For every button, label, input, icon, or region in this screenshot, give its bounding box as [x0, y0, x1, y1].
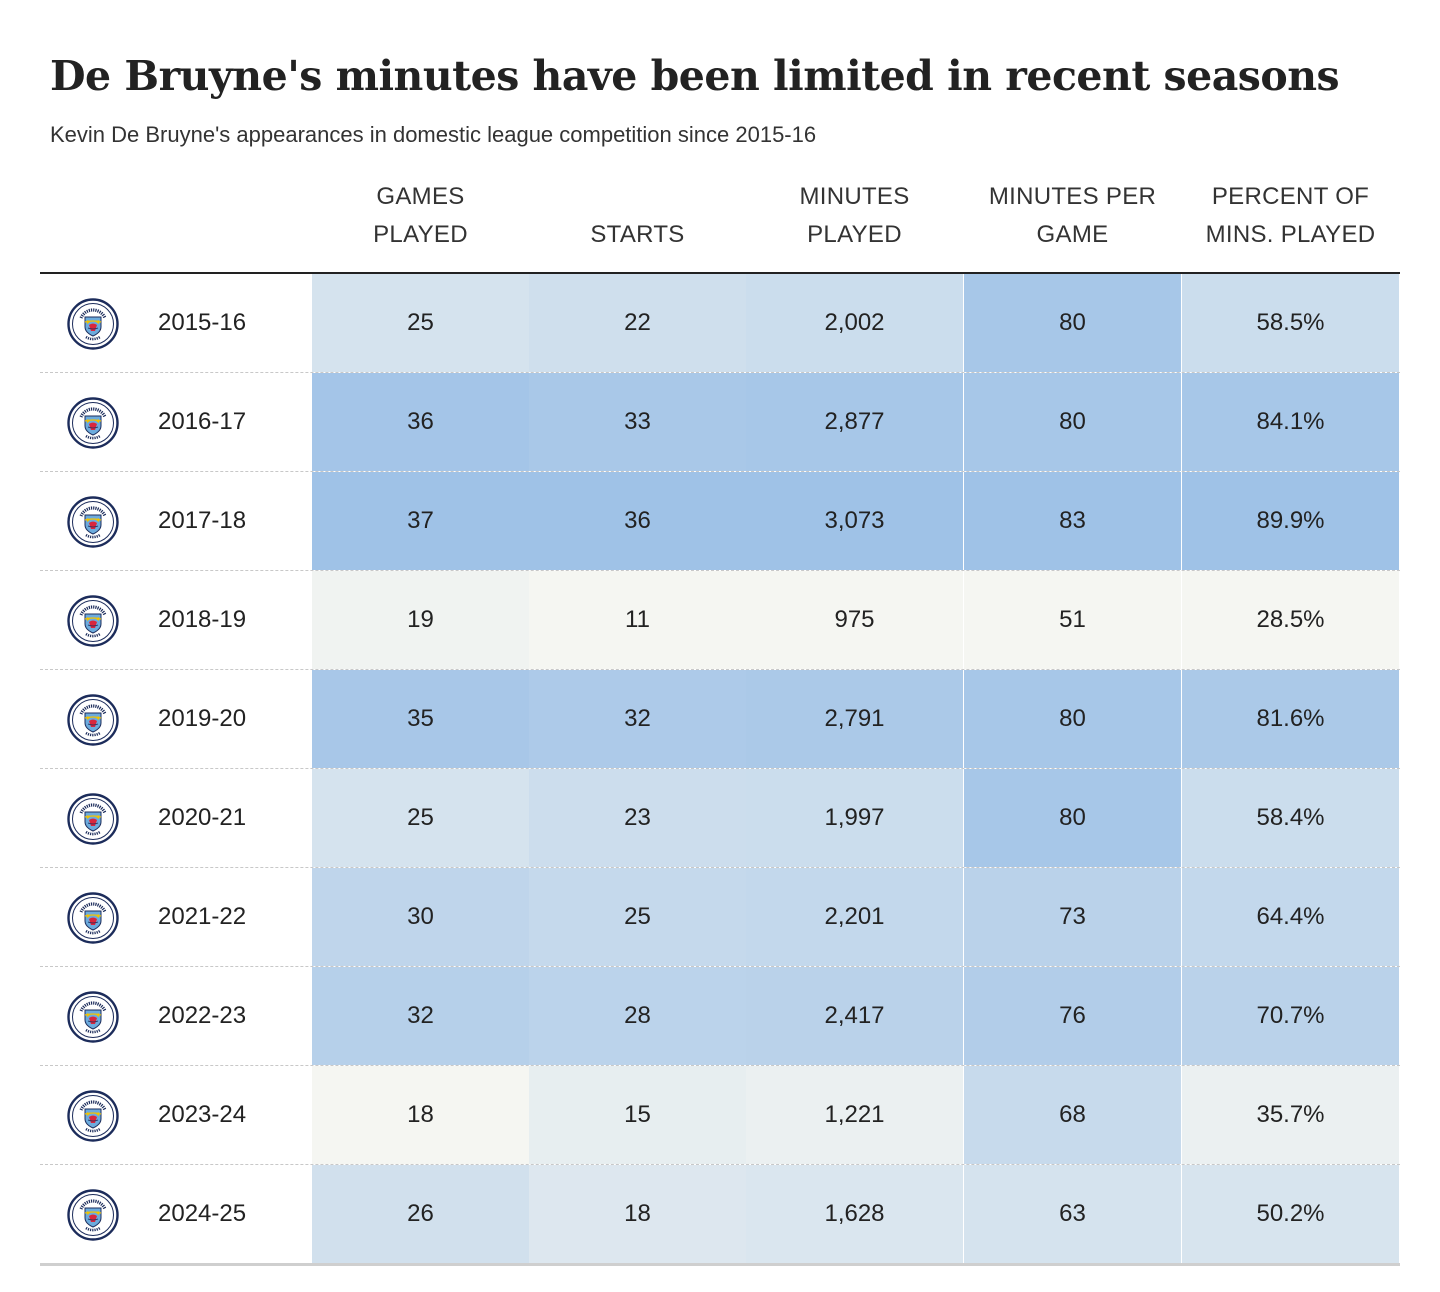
cell-minutes: 1,221 — [746, 1066, 963, 1164]
cell-starts: 32 — [529, 670, 746, 768]
cell-games: 25 — [312, 274, 529, 372]
column-header-label: MINS. PLAYED — [1205, 221, 1376, 248]
column-header-games: GAMES PLAYED — [312, 176, 529, 272]
column-header-label: GAME — [1036, 221, 1109, 248]
table-row: 2024-25 26 18 1,628 63 50.2% — [40, 1164, 1400, 1263]
cell-pct: 35.7% — [1182, 1066, 1399, 1164]
season-label: 2022-23 — [158, 1002, 247, 1029]
column-header-label: PERCENT OF — [1211, 183, 1370, 210]
column-header-label: MINUTES — [799, 183, 910, 210]
table-row: 2018-19 19 11 975 51 28.5% — [40, 570, 1400, 669]
season-label: 2017-18 — [158, 507, 247, 534]
cell-pct: 84.1% — [1182, 373, 1399, 471]
cell-starts: 36 — [529, 472, 746, 570]
table-row: 2021-22 30 25 2,201 73 64.4% — [40, 867, 1400, 966]
cell-games: 36 — [312, 373, 529, 471]
table-row: 2019-20 35 32 2,791 80 81.6% — [40, 669, 1400, 768]
cell-minutes: 2,877 — [746, 373, 963, 471]
manchester-city-crest-icon — [67, 892, 119, 944]
season-label: 2023-24 — [158, 1101, 247, 1128]
table-row: 2022-23 32 28 2,417 76 70.7% — [40, 966, 1400, 1065]
manchester-city-crest-icon — [67, 991, 119, 1043]
table-row: 2017-18 37 36 3,073 83 89.9% — [40, 471, 1400, 570]
chart-subtitle: Kevin De Bruyne's appearances in domesti… — [50, 122, 817, 147]
column-header-minutes: MINUTES PLAYED — [746, 176, 963, 272]
cell-pct: 50.2% — [1182, 1165, 1399, 1263]
season-label: 2021-22 — [158, 903, 247, 930]
cell-mpg: 73 — [964, 868, 1181, 966]
cell-mpg: 80 — [964, 769, 1181, 867]
column-header-label: STARTS — [590, 221, 685, 248]
cell-mpg: 76 — [964, 967, 1181, 1065]
column-header-pct: PERCENT OF MINS. PLAYED — [1182, 176, 1399, 272]
cell-pct: 28.5% — [1182, 571, 1399, 669]
cell-minutes: 975 — [746, 571, 963, 669]
manchester-city-crest-icon — [67, 397, 119, 449]
cell-starts: 25 — [529, 868, 746, 966]
cell-mpg: 83 — [964, 472, 1181, 570]
manchester-city-crest-icon — [67, 1090, 119, 1142]
cell-games: 30 — [312, 868, 529, 966]
table-row: 2023-24 18 15 1,221 68 35.7% — [40, 1065, 1400, 1164]
cell-pct: 81.6% — [1182, 670, 1399, 768]
cell-minutes: 1,997 — [746, 769, 963, 867]
column-header-label: PLAYED — [807, 221, 902, 248]
table-row: 2020-21 25 23 1,997 80 58.4% — [40, 768, 1400, 867]
cell-mpg: 51 — [964, 571, 1181, 669]
cell-games: 25 — [312, 769, 529, 867]
cell-games: 26 — [312, 1165, 529, 1263]
chart-title: De Bruyne's minutes have been limited in… — [50, 52, 1340, 100]
cell-mpg: 80 — [964, 373, 1181, 471]
column-header-mpg: MINUTES PER GAME — [964, 176, 1181, 272]
cell-starts: 23 — [529, 769, 746, 867]
cell-minutes: 2,417 — [746, 967, 963, 1065]
manchester-city-crest-icon — [67, 694, 119, 746]
column-header-label: PLAYED — [373, 221, 468, 248]
cell-games: 35 — [312, 670, 529, 768]
cell-minutes: 2,002 — [746, 274, 963, 372]
manchester-city-crest-icon — [67, 1189, 119, 1241]
season-label: 2016-17 — [158, 408, 247, 435]
cell-starts: 11 — [529, 571, 746, 669]
manchester-city-crest-icon — [67, 496, 119, 548]
cell-mpg: 80 — [964, 670, 1181, 768]
cell-starts: 22 — [529, 274, 746, 372]
manchester-city-crest-icon — [67, 793, 119, 845]
cell-mpg: 63 — [964, 1165, 1181, 1263]
column-header-starts: STARTS — [529, 176, 746, 272]
cell-games: 37 — [312, 472, 529, 570]
manchester-city-crest-icon — [67, 298, 119, 350]
cell-pct: 70.7% — [1182, 967, 1399, 1065]
column-header-label: MINUTES PER — [988, 183, 1157, 210]
season-label: 2024-25 — [158, 1200, 247, 1227]
table-row: 2016-17 36 33 2,877 80 84.1% — [40, 372, 1400, 471]
season-label: 2018-19 — [158, 606, 247, 633]
table-header: GAMES PLAYED STARTS MINUTES PLAYED MINUTES PE… — [40, 176, 1400, 274]
manchester-city-crest-icon — [67, 595, 119, 647]
cell-mpg: 68 — [964, 1066, 1181, 1164]
season-label: 2015-16 — [158, 309, 247, 336]
cell-pct: 58.5% — [1182, 274, 1399, 372]
cell-minutes: 2,791 — [746, 670, 963, 768]
cell-pct: 64.4% — [1182, 868, 1399, 966]
season-label: 2019-20 — [158, 705, 247, 732]
cell-starts: 18 — [529, 1165, 746, 1263]
cell-pct: 58.4% — [1182, 769, 1399, 867]
cell-minutes: 3,073 — [746, 472, 963, 570]
cell-minutes: 2,201 — [746, 868, 963, 966]
column-header-label: GAMES — [376, 183, 465, 210]
table-row: 2015-16 25 22 2,002 80 58.5% — [40, 274, 1400, 372]
cell-mpg: 80 — [964, 274, 1181, 372]
cell-games: 32 — [312, 967, 529, 1065]
cell-starts: 15 — [529, 1066, 746, 1164]
stats-table: GAMES PLAYED STARTS MINUTES PLAYED MINUTES PE… — [40, 176, 1400, 1266]
cell-games: 19 — [312, 571, 529, 669]
cell-starts: 33 — [529, 373, 746, 471]
cell-games: 18 — [312, 1066, 529, 1164]
season-label: 2020-21 — [158, 804, 247, 831]
cell-starts: 28 — [529, 967, 746, 1065]
cell-minutes: 1,628 — [746, 1165, 963, 1263]
table-body: 2015-16 25 22 2,002 80 58.5% 2016-17 36 33 2,877 8… — [40, 274, 1400, 1266]
cell-pct: 89.9% — [1182, 472, 1399, 570]
